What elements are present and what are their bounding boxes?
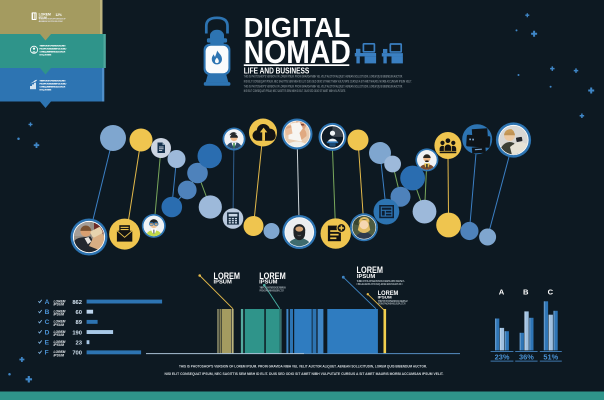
svg-text:IPSUM: IPSUM <box>39 16 47 20</box>
svg-text:B: B <box>45 309 50 316</box>
svg-text:LOREM: LOREM <box>54 320 66 324</box>
svg-text:AENEAN SOLLICITUDIN LOREM: AENEAN SOLLICITUDIN LOREM <box>39 20 63 23</box>
svg-text:IPSUM: IPSUM <box>378 295 392 299</box>
svg-text:IPSUM: IPSUM <box>54 343 65 347</box>
svg-text:THIS IS PHOTOSHOPS VERSION OF: THIS IS PHOTOSHOPS VERSION OF LOREM IPSU… <box>378 300 408 303</box>
svg-text:D: D <box>45 329 50 336</box>
svg-text:THIS IS PHOTOSHOPS VERSION OF: THIS IS PHOTOSHOPS VERSION OF LOREM <box>39 45 65 47</box>
svg-text:THIS IS PHOTOSHOPS VERSION OF: THIS IS PHOTOSHOPS VERSION OF <box>39 19 67 21</box>
svg-text:NISI ELIT CONSEQUAT IPSUM, NEC: NISI ELIT CONSEQUAT IPSUM, NEC SAGITTIS … <box>244 79 412 83</box>
svg-text:NISI ELIT CONSEQUAT IPSUM, NEC: NISI ELIT CONSEQUAT IPSUM, NEC SAGITTIS … <box>244 89 346 93</box>
svg-text:LOREM: LOREM <box>54 309 66 313</box>
svg-text:IPSUM: IPSUM <box>214 280 233 286</box>
svg-text:CTOR ALIQUET AENEAN SOLLICITUD: CTOR ALIQUET AENEAN SOLLICITUDIN LOR <box>39 50 65 53</box>
svg-text:C: C <box>548 288 554 297</box>
svg-text:89: 89 <box>76 320 83 326</box>
svg-text:A: A <box>499 288 505 297</box>
svg-text:IPSUM: IPSUM <box>54 323 65 327</box>
svg-text:IPSUM: IPSUM <box>54 303 65 307</box>
svg-text:IPSUM: IPSUM <box>54 313 65 317</box>
svg-text:NOMAD: NOMAD <box>244 34 351 70</box>
svg-text:THIS IS PHOTOSHOPS VERSION OF: THIS IS PHOTOSHOPS VERSION OF LOREM <box>39 80 65 82</box>
svg-text:LOREM: LOREM <box>214 270 241 281</box>
svg-text:60: 60 <box>76 310 82 316</box>
svg-text:12%: 12% <box>56 13 63 17</box>
svg-text:PROIN GRAVIDA NIBH VEL VELIT A: PROIN GRAVIDA NIBH VEL VELIT AUCTOR <box>259 289 284 293</box>
svg-text:862: 862 <box>72 300 82 306</box>
svg-text:F: F <box>45 350 49 357</box>
svg-text:THIS IS PHOTOSHOPS VERSION OF: THIS IS PHOTOSHOPS VERSION OF LOREM IPSU… <box>357 279 405 283</box>
svg-text:IPSUM PROIN GRAVIDA NIBH VEL V: IPSUM PROIN GRAVIDA NIBH VEL VELIT AU <box>39 47 66 50</box>
svg-text:EM QUIS BIBE: EM QUIS BIBE <box>39 89 52 91</box>
svg-text:LOREM: LOREM <box>54 350 66 354</box>
svg-text:IPSUM: IPSUM <box>357 274 376 280</box>
svg-text:E: E <box>45 339 50 346</box>
svg-text:LOREM: LOREM <box>54 299 66 303</box>
svg-text:NISI ELIT CONSEQUAT IPSUM, NEC: NISI ELIT CONSEQUAT IPSUM, NEC SAGITTIS … <box>165 371 444 376</box>
svg-text:23%: 23% <box>495 352 510 361</box>
svg-text:LOREM: LOREM <box>378 290 399 297</box>
svg-text:700: 700 <box>72 351 82 357</box>
svg-text:51%: 51% <box>543 352 558 361</box>
svg-text:EM QUIS BIBE: EM QUIS BIBE <box>39 54 52 56</box>
svg-text:IPSUM: IPSUM <box>259 280 278 286</box>
svg-text:THIS IS PHOTOSHOP'S VERSION OF: THIS IS PHOTOSHOP'S VERSION OF LOREM IPS… <box>244 84 403 88</box>
svg-text:PROIN GRAVIDA NIBH VEL VELIT A: PROIN GRAVIDA NIBH VEL VELIT AUCTOR <box>378 303 406 306</box>
svg-text:IPSUM: IPSUM <box>54 353 65 357</box>
svg-text:LOREM: LOREM <box>357 264 384 275</box>
svg-text:A: A <box>45 299 50 306</box>
svg-text:LOREM: LOREM <box>39 13 51 17</box>
svg-text:LIFE AND BUSINESS: LIFE AND BUSINESS <box>244 65 310 75</box>
svg-text:190: 190 <box>72 330 82 336</box>
svg-text:23: 23 <box>76 340 83 346</box>
svg-text:DIGITAL: DIGITAL <box>244 12 350 43</box>
svg-text:LOREM: LOREM <box>54 330 66 334</box>
svg-text:THIS IS PHOTOSHOP'S VERSION OF: THIS IS PHOTOSHOP'S VERSION OF LOREM IPS… <box>244 75 403 79</box>
svg-text:LOREM: LOREM <box>259 270 286 281</box>
svg-text:IPSUM: IPSUM <box>54 333 65 337</box>
svg-text:THIS IS PHOTOSHOP'S VERSION O: THIS IS PHOTOSHOP'S VERSION OF LOREM IPS… <box>179 363 427 368</box>
svg-text:36%: 36% <box>519 352 534 361</box>
svg-text:NIBH VEL VELIT AUCTOR ALIQUET: NIBH VEL VELIT AUCTOR ALIQUET AENEAN SOL… <box>357 282 403 286</box>
svg-text:THIS IS PHOTOSHOPS VERSION OF: THIS IS PHOTOSHOPS VERSION OF LOREM IPSU… <box>259 286 286 290</box>
svg-text:C: C <box>45 319 50 326</box>
svg-text:B: B <box>523 288 529 297</box>
svg-text:CTOR ALIQUET AENEAN SOLLICITUD: CTOR ALIQUET AENEAN SOLLICITUDIN LOR <box>39 85 65 88</box>
svg-text:LOREM: LOREM <box>54 340 66 344</box>
svg-text:IPSUM PROIN GRAVIDA NIBH VEL V: IPSUM PROIN GRAVIDA NIBH VEL VELIT AU <box>39 82 66 85</box>
